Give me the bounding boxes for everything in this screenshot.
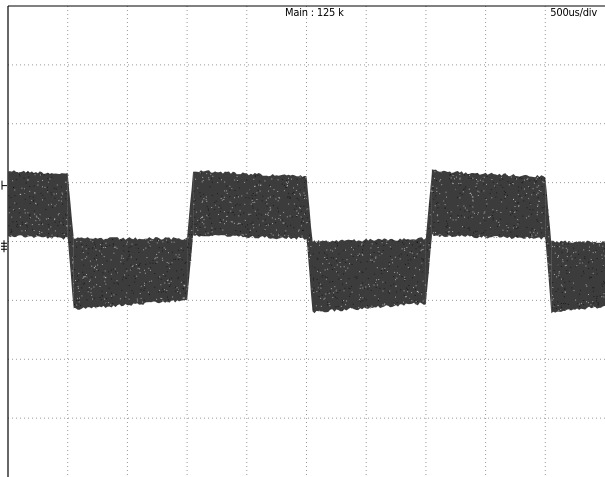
waveform-noise bbox=[312, 239, 427, 312]
waveform-noise bbox=[306, 207, 314, 290]
waveform-noise bbox=[8, 171, 69, 240]
waveform-noise bbox=[193, 172, 308, 239]
ground-level-marker bbox=[1, 240, 7, 253]
waveform-segment bbox=[193, 170, 307, 240]
waveform-segment bbox=[425, 171, 432, 303]
waveform-noise bbox=[187, 215, 194, 287]
waveform-segment bbox=[431, 169, 546, 240]
waveform-noise bbox=[73, 238, 188, 309]
waveform-segment bbox=[551, 240, 605, 314]
record-length-label: Main : 125 k bbox=[285, 6, 344, 19]
waveform-segment bbox=[8, 170, 68, 240]
waveform-noise bbox=[432, 171, 547, 239]
waveform-segment bbox=[545, 177, 552, 314]
waveform-segment bbox=[187, 171, 194, 302]
timebase-label: 500us/div bbox=[550, 6, 597, 19]
trigger-level-marker bbox=[1, 180, 7, 190]
waveform-segment bbox=[73, 237, 188, 310]
waveform-noise bbox=[551, 242, 605, 312]
waveform-segment bbox=[312, 237, 426, 314]
waveform-segment bbox=[306, 176, 313, 312]
